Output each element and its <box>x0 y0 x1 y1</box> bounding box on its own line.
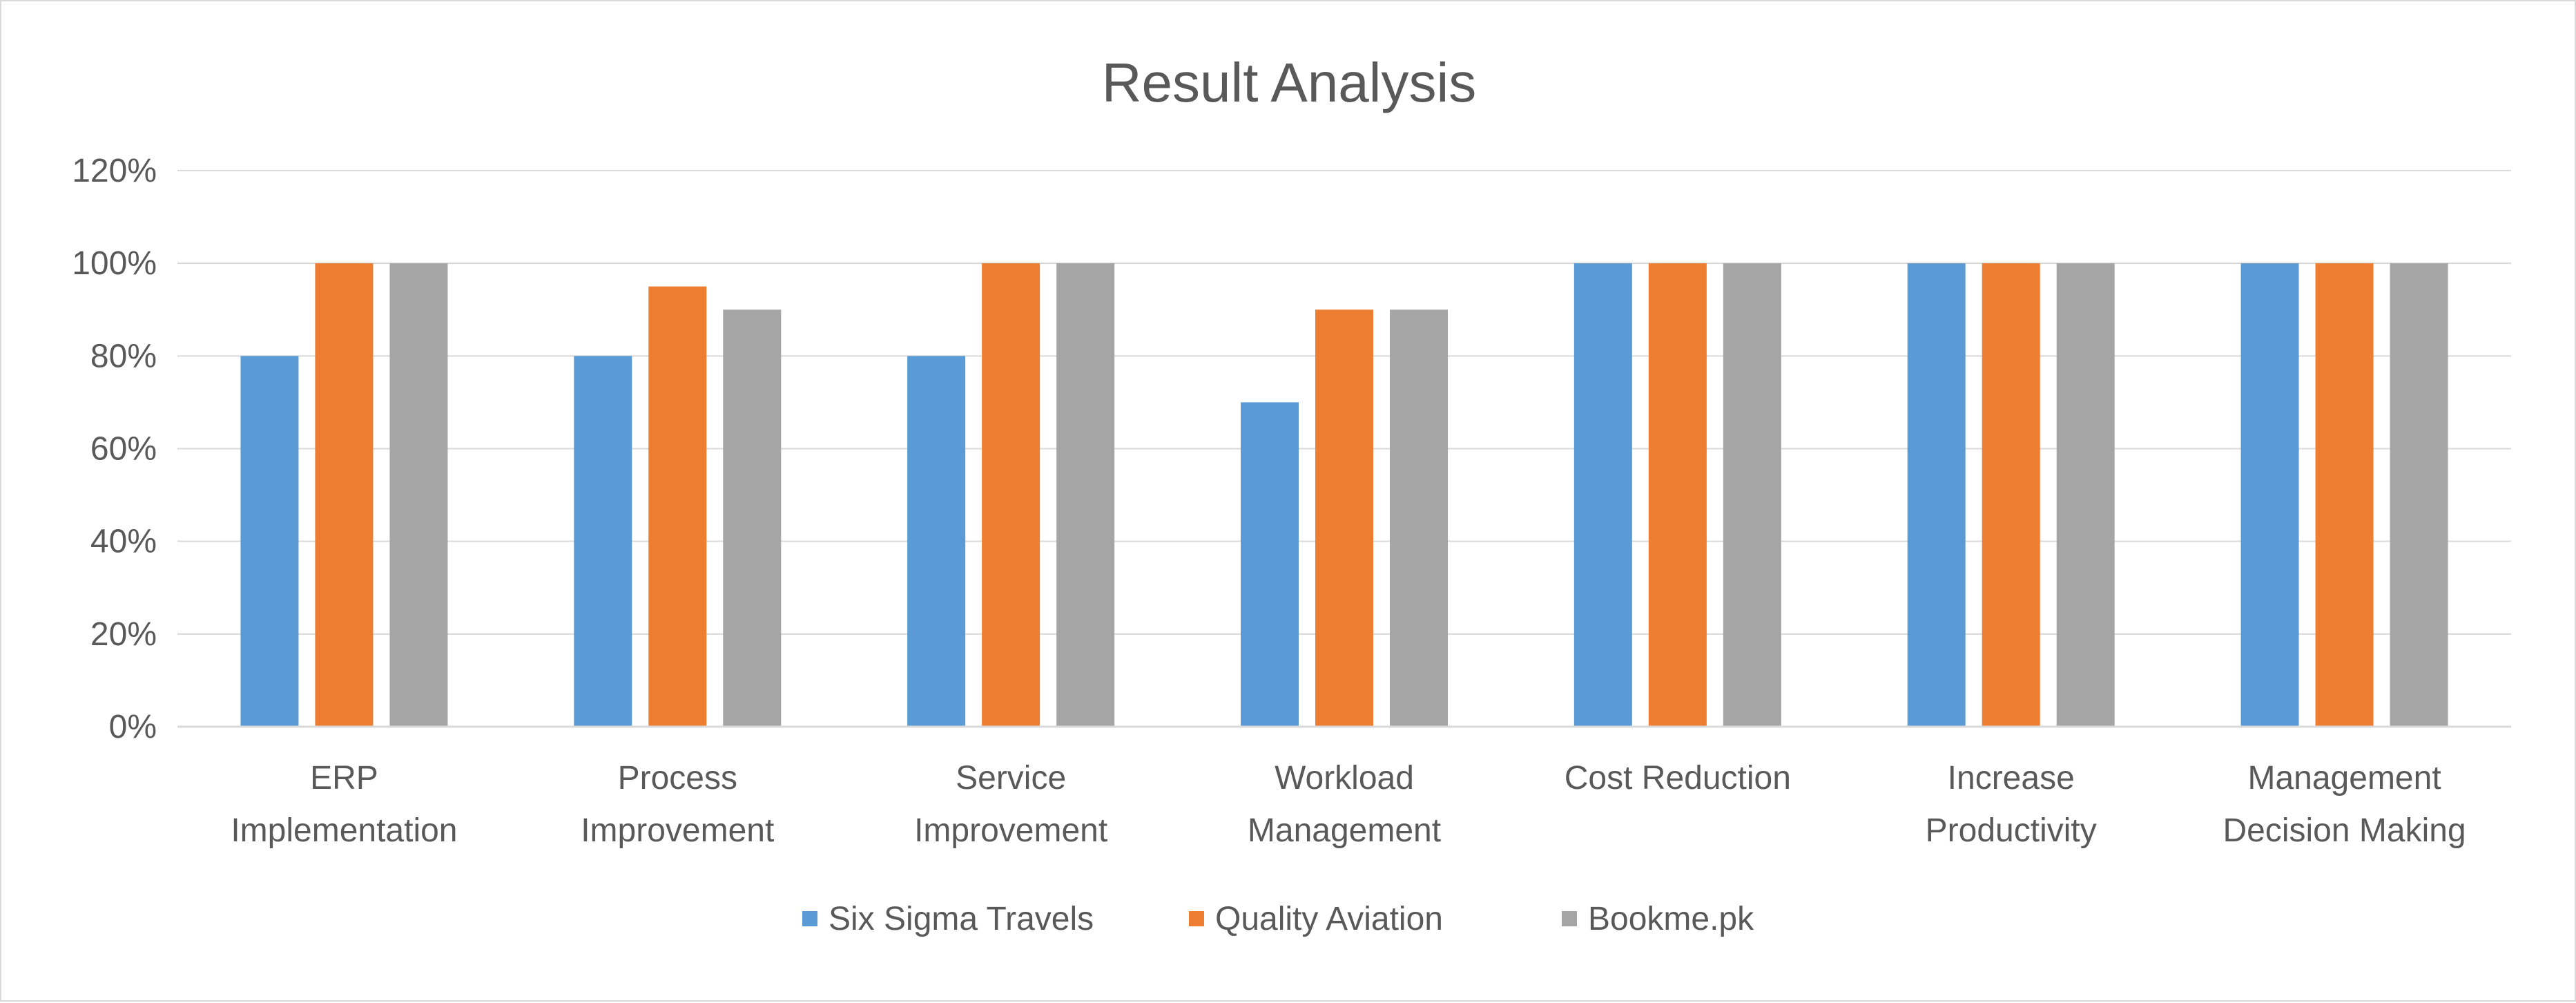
bar <box>982 263 1040 727</box>
bar <box>2056 263 2115 727</box>
x-tick-label: Management Decision Making <box>2222 760 2466 849</box>
y-tick-label: 80% <box>90 338 157 374</box>
legend: Six Sigma Travels Quality Aviation Bookme.… <box>802 901 1754 937</box>
legend-swatch <box>1562 911 1577 926</box>
x-tick-label: ERP Implementation <box>231 760 457 849</box>
bar <box>1056 263 1115 727</box>
bar <box>648 286 707 727</box>
bar <box>315 263 374 727</box>
y-tick-label: 0% <box>109 709 157 745</box>
y-tick-label: 120% <box>72 153 157 189</box>
legend-label: Bookme.pk <box>1588 901 1754 937</box>
bar <box>1648 263 1707 727</box>
bar <box>1315 309 1373 727</box>
y-tick-label: 40% <box>90 524 157 560</box>
legend-item: Quality Aviation <box>1189 901 1443 937</box>
legend-item: Bookme.pk <box>1562 901 1754 937</box>
bar <box>907 356 966 727</box>
bars <box>240 263 2448 727</box>
bar <box>574 356 632 727</box>
bar <box>1723 263 1781 727</box>
y-tick-label: 20% <box>90 616 157 653</box>
x-axis-category-labels: ERP Implementation Process Improvement Servi… <box>231 760 2466 849</box>
x-tick-label: Process Improvement <box>581 760 774 849</box>
bar <box>1573 263 1632 727</box>
x-tick-label: Workload Management <box>1248 760 1441 849</box>
legend-label: Quality Aviation <box>1215 901 1443 937</box>
bar <box>2315 263 2374 727</box>
y-tick-label: 100% <box>72 245 157 282</box>
bar <box>240 356 299 727</box>
bar <box>1982 263 2040 727</box>
x-tick-label: Cost Reduction <box>1565 760 1791 796</box>
bar <box>723 309 782 727</box>
x-tick-label: Increase Productivity <box>1926 760 2097 849</box>
legend-swatch <box>802 911 817 926</box>
bar <box>1390 309 1448 727</box>
legend-item: Six Sigma Travels <box>802 901 1094 937</box>
bar <box>2390 263 2448 727</box>
chart-title: Result Analysis <box>1102 52 1476 113</box>
bar <box>2240 263 2299 727</box>
bar <box>1907 263 1966 727</box>
legend-swatch <box>1189 911 1204 926</box>
legend-label: Six Sigma Travels <box>829 901 1094 937</box>
y-tick-label: 60% <box>90 431 157 468</box>
bar <box>1241 402 1299 727</box>
x-tick-label: Service Improvement <box>914 760 1107 849</box>
bar <box>389 263 448 727</box>
y-axis-ticks: 0% 20% 40% 60% 80% 100% 120% <box>72 153 157 745</box>
